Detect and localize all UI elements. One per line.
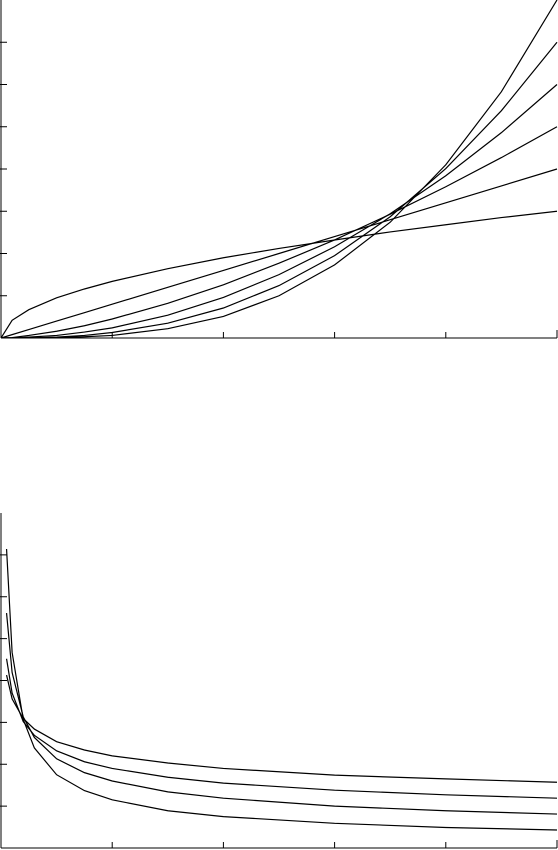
series-line — [5, 548, 558, 831]
series-line — [1, 84, 558, 338]
series-line — [1, 210, 558, 338]
series-line — [5, 674, 558, 783]
series-line — [5, 613, 558, 815]
series-line — [1, 126, 558, 338]
plot-area — [5, 548, 558, 831]
series-line — [1, 41, 558, 338]
series-line — [1, 168, 558, 338]
series-line — [1, 0, 558, 338]
plot-area — [1, 0, 558, 338]
series-line — [5, 658, 558, 799]
